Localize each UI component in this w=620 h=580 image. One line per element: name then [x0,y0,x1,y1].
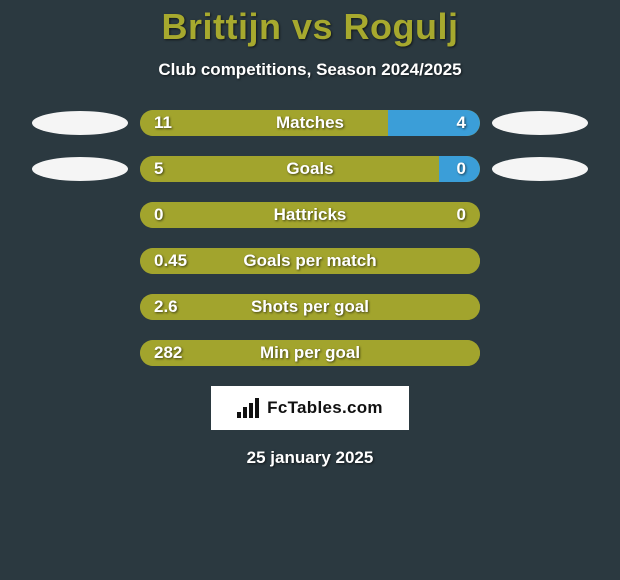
player-avatar-right [492,294,588,320]
player-avatar-left [32,248,128,274]
stat-bar: 282Min per goal [140,340,480,366]
stat-rows: 11Matches4 5Goals0 0Hattricks0 0.45Goals pe… [0,110,620,366]
bar-chart-icon [237,398,261,418]
player-avatar-left [32,294,128,320]
page-title: Brittijn vs Rogulj [0,0,620,48]
stat-bar-left-fill [140,248,480,274]
stat-row: 282Min per goal [0,340,620,366]
player-avatar-right [492,202,588,228]
stat-bar: 2.6Shots per goal [140,294,480,320]
brand-text: FcTables.com [267,398,383,418]
player-avatar-right [492,248,588,274]
player-avatar-right [492,340,588,366]
stat-bar-left-fill [140,340,480,366]
stat-row: 0Hattricks0 [0,202,620,228]
stat-row: 11Matches4 [0,110,620,136]
comparison-card: Brittijn vs Rogulj Club competitions, Se… [0,0,620,580]
player-avatar-right [492,156,588,182]
stat-bar: 0.45Goals per match [140,248,480,274]
stat-bar-right-fill [439,156,480,182]
stat-row: 0.45Goals per match [0,248,620,274]
stat-bar: 11Matches4 [140,110,480,136]
stat-row: 2.6Shots per goal [0,294,620,320]
stat-row: 5Goals0 [0,156,620,182]
player-avatar-left [32,202,128,228]
player-avatar-left [32,156,128,182]
brand-badge: FcTables.com [211,386,409,430]
stat-bar-right-fill [388,110,480,136]
stat-bar: 5Goals0 [140,156,480,182]
stat-bar: 0Hattricks0 [140,202,480,228]
stat-bar-left-fill [140,202,310,228]
subtitle: Club competitions, Season 2024/2025 [0,60,620,80]
stat-bar-left-fill [140,156,439,182]
stat-bar-left-fill [140,294,480,320]
stat-value-right: 0 [457,202,466,228]
stat-bar-left-fill [140,110,388,136]
player-avatar-right [492,110,588,136]
player-avatar-left [32,110,128,136]
date-text: 25 january 2025 [0,448,620,468]
player-avatar-left [32,340,128,366]
